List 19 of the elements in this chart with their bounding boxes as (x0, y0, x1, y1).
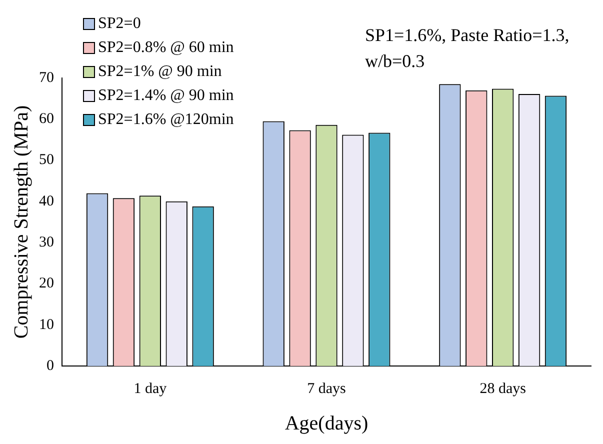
legend-label: SP2=1.6% @120min (98, 110, 234, 130)
legend-label: SP2=1.4% @ 90 min (98, 86, 234, 106)
x-axis-title: Age(days) (284, 412, 368, 434)
x-tick-label: 28 days (480, 380, 526, 397)
x-tick-label: 1 day (134, 380, 168, 397)
legend-label: SP2=0 (98, 14, 141, 34)
y-axis-title: Compressive Strength (MPa) (10, 105, 32, 339)
y-tick-label: 10 (39, 316, 54, 333)
y-tick-label: 50 (39, 152, 54, 168)
legend-label: SP2=0.8% @ 60 min (98, 38, 234, 58)
y-tick-label: 40 (39, 193, 54, 210)
y-tick-label: 0 (46, 358, 54, 374)
legend-label: SP2=1% @ 90 min (98, 62, 222, 82)
y-tick-label: 70 (39, 70, 54, 86)
text: SP1=1.6%, Paste Ratio=1.3, w/b=0.3 (365, 24, 570, 73)
y-tick-label: 60 (39, 111, 54, 128)
x-tick-label: 7 days (307, 380, 346, 397)
y-tick-label: 20 (39, 276, 54, 292)
y-tick-label: 30 (39, 234, 54, 251)
